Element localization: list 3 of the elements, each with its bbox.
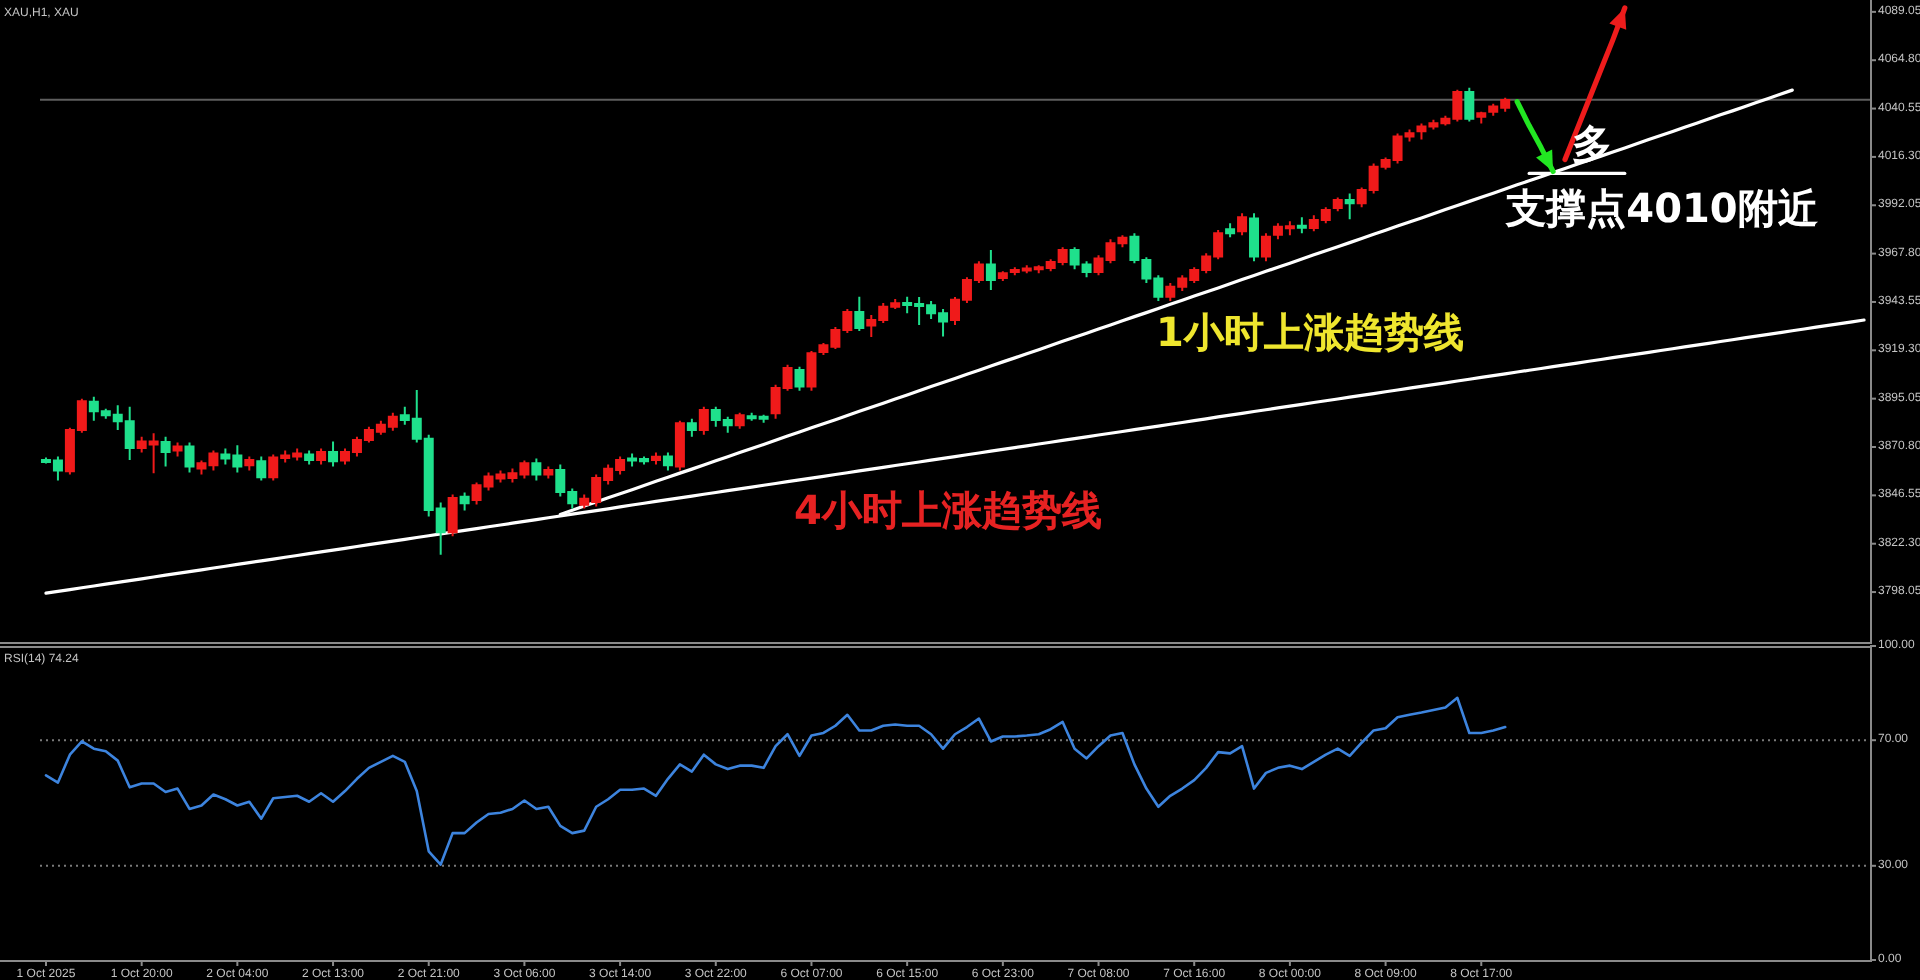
annotation: 支撑点4010附近 (1506, 184, 1818, 232)
annotation: 1小时上涨趋势线 (1156, 308, 1464, 356)
annotation: 4小时上涨趋势线 (794, 486, 1102, 534)
